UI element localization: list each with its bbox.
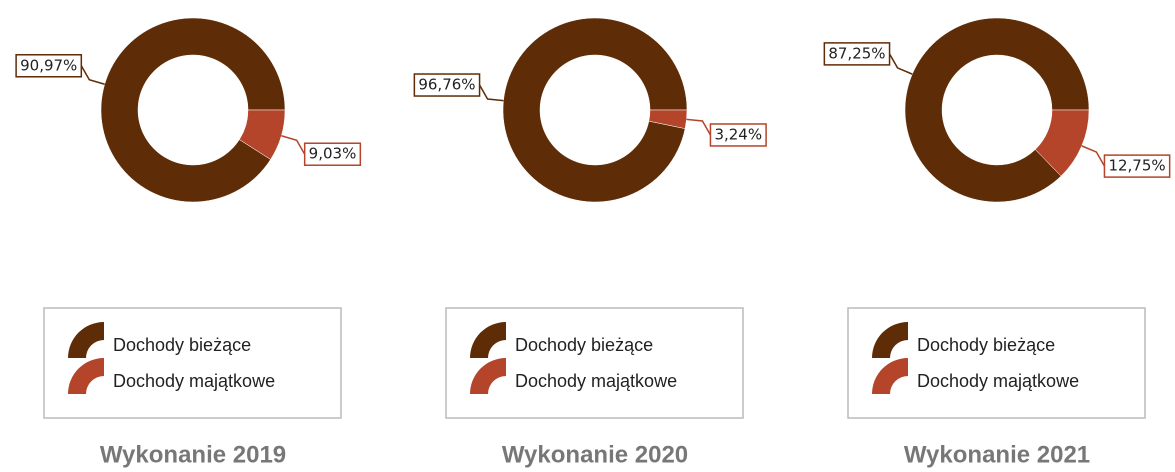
label-box — [1103, 154, 1171, 178]
data-label: 9,03% — [309, 145, 357, 163]
legend-swatch — [470, 322, 506, 358]
chart-title: Wykonanie 2019 — [100, 441, 286, 468]
leader-line — [686, 118, 712, 136]
legend-swatch — [872, 358, 908, 394]
legend-label: Dochody bieżące — [515, 335, 653, 355]
legend-swatch — [68, 358, 104, 394]
label-box — [823, 42, 891, 66]
legend-label: Dochody majątkowe — [515, 371, 677, 391]
slice — [100, 17, 286, 203]
legend-swatch — [68, 322, 104, 358]
slice — [1034, 109, 1090, 177]
label-box — [413, 73, 481, 97]
legend-swatch — [470, 358, 506, 394]
leader-line — [80, 65, 105, 85]
label-box — [303, 142, 362, 166]
slice — [239, 109, 286, 160]
legend-label: Dochody bieżące — [917, 335, 1055, 355]
legend-label: Dochody bieżące — [113, 335, 251, 355]
data-label: 12,75% — [1108, 157, 1165, 175]
legend-label: Dochody majątkowe — [113, 371, 275, 391]
slice — [648, 109, 688, 129]
chart-title: Wykonanie 2020 — [502, 441, 688, 468]
label-box — [709, 123, 767, 147]
chart-title: Wykonanie 2021 — [904, 441, 1090, 468]
legend-swatch — [872, 322, 908, 358]
slice — [904, 17, 1090, 203]
leader-line — [1081, 145, 1106, 167]
data-label: 96,76% — [418, 76, 475, 94]
leader-line — [888, 53, 913, 75]
label-box — [15, 54, 83, 78]
data-label: 87,25% — [828, 44, 885, 62]
slice — [502, 17, 688, 203]
leader-line — [281, 135, 306, 155]
leader-line — [478, 84, 504, 102]
legend-label: Dochody majątkowe — [917, 371, 1079, 391]
data-label: 90,97% — [20, 56, 77, 74]
data-label: 3,24% — [714, 125, 762, 143]
